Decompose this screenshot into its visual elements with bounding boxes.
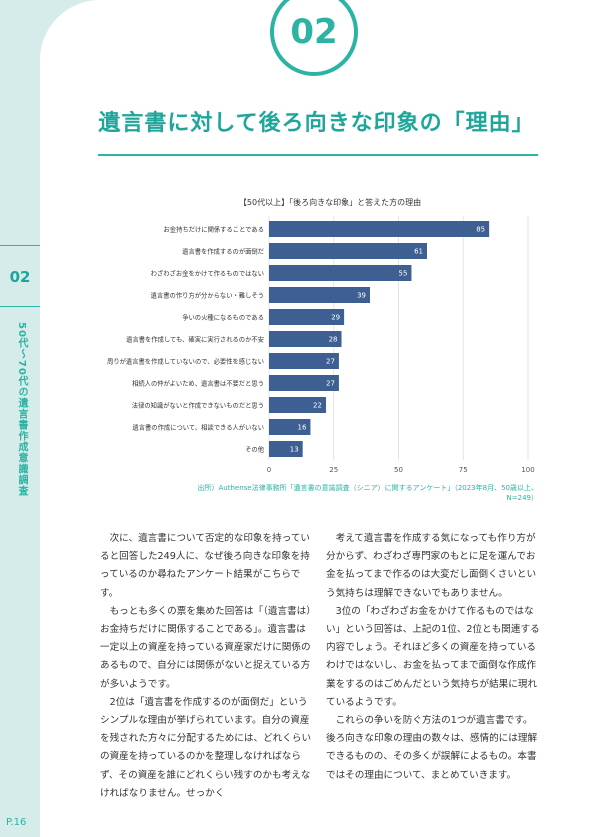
category-label: 遺言書を作成するのが面倒だ: [182, 247, 264, 256]
chart-title: 【50代以上】「後ろ向きな印象」と答えた方の理由: [238, 198, 422, 207]
category-label: その他: [245, 445, 265, 454]
category-label: 遺言書を作成しても、確実に実行されるのか不安: [126, 335, 264, 344]
body-column-left: 次に、遺言書について否定的な印象を持っていると回答した249人に、なぜ後ろ向きな…: [100, 530, 314, 803]
x-tick-label: 75: [459, 466, 468, 474]
bar: [269, 221, 490, 237]
side-chapter-label: 50代〜70代の遺言書作成意識調査: [16, 322, 27, 497]
category-label: お金持ちだけに関係することである: [164, 225, 265, 234]
page-number: P.16: [6, 817, 27, 828]
page: [40, 0, 593, 837]
bar: [269, 375, 339, 391]
side-divider: [0, 306, 40, 307]
bar: [269, 243, 427, 259]
bar: [269, 441, 303, 457]
body-paragraph: もっとも多くの票を集めた回答は「（遺言書は）お金持ちだけに関係することである」。…: [100, 605, 312, 690]
bar: [269, 419, 311, 435]
chart-source: 出所）Authense法律事務所「遺言書の意識調査（シニア）に関するアンケート」…: [197, 484, 539, 502]
bar: [269, 309, 345, 325]
body-paragraph: これらの争いを防ぐ方法の1つが遺言書です。後ろ向きな印象の理由の数々は、感情的に…: [326, 715, 538, 781]
bar: [269, 265, 412, 281]
bar-value-label: 55: [399, 270, 408, 278]
x-tick-label: 100: [521, 466, 534, 474]
side-chapter-number: 02: [9, 268, 31, 286]
body-paragraph: 2位は「遺言書を作成するのが面倒だ」というシンプルな理由が挙げられています。自分…: [100, 696, 312, 799]
body-paragraph: 次に、遺言書について否定的な印象を持っていると回答した249人に、なぜ後ろ向きな…: [100, 533, 311, 599]
page-title: 遺言書に対して後ろ向きな印象の「理由」: [98, 111, 535, 136]
bar-value-label: 39: [357, 292, 366, 300]
bar: [269, 287, 371, 303]
category-label: 法律の知識がないと作成できないものだと思う: [132, 401, 264, 410]
section-badge: 02: [270, 0, 358, 76]
bar-value-label: 28: [329, 336, 338, 344]
bar-value-label: 27: [326, 380, 335, 388]
bar-chart: 0 25 50 75 100 お金持ちだけに関係することである 85 遺言書を作成するのが面倒…: [107, 216, 535, 474]
category-label: 遺言書の作成について、相談できる人がいない: [132, 423, 264, 432]
bar-value-label: 29: [331, 314, 340, 322]
bar: [269, 397, 326, 413]
bar-value-label: 61: [414, 248, 423, 256]
bar-value-label: 27: [326, 358, 335, 366]
body-paragraph: 考えて遺言書を作成する気になっても作り方が分からず、わざわざ専門家のもとに足を運…: [326, 533, 537, 599]
x-tick-label: 0: [267, 466, 271, 474]
bar: [269, 353, 339, 369]
bar-value-label: 13: [290, 446, 299, 454]
bar-value-label: 85: [476, 226, 485, 234]
category-label: 遺言書の作り方が分からない・難しそう: [151, 291, 264, 300]
x-tick-label: 25: [329, 466, 338, 474]
category-label: 争いの火種になるものである: [182, 313, 264, 322]
side-divider: [0, 245, 40, 246]
body-column-right: 考えて遺言書を作成する気になっても作り方が分からず、わざわざ専門家のもとに足を運…: [326, 530, 540, 785]
category-label: わざわざお金をかけて作るものではない: [151, 269, 264, 278]
bar-value-label: 16: [298, 424, 307, 432]
body-paragraph: 3位の「わざわざお金をかけて作るものではない」という回答は、上記の1位、2位とも…: [326, 605, 540, 708]
x-tick-label: 50: [394, 466, 403, 474]
bar-value-label: 22: [313, 402, 322, 410]
category-label: 周りが遺言書を作成していないので、必要性を感じない: [107, 357, 264, 366]
category-label: 相続人の仲がよいため、遺言書は不要だと思う: [132, 379, 264, 388]
title-underline: [98, 154, 538, 156]
bar: [269, 331, 342, 347]
